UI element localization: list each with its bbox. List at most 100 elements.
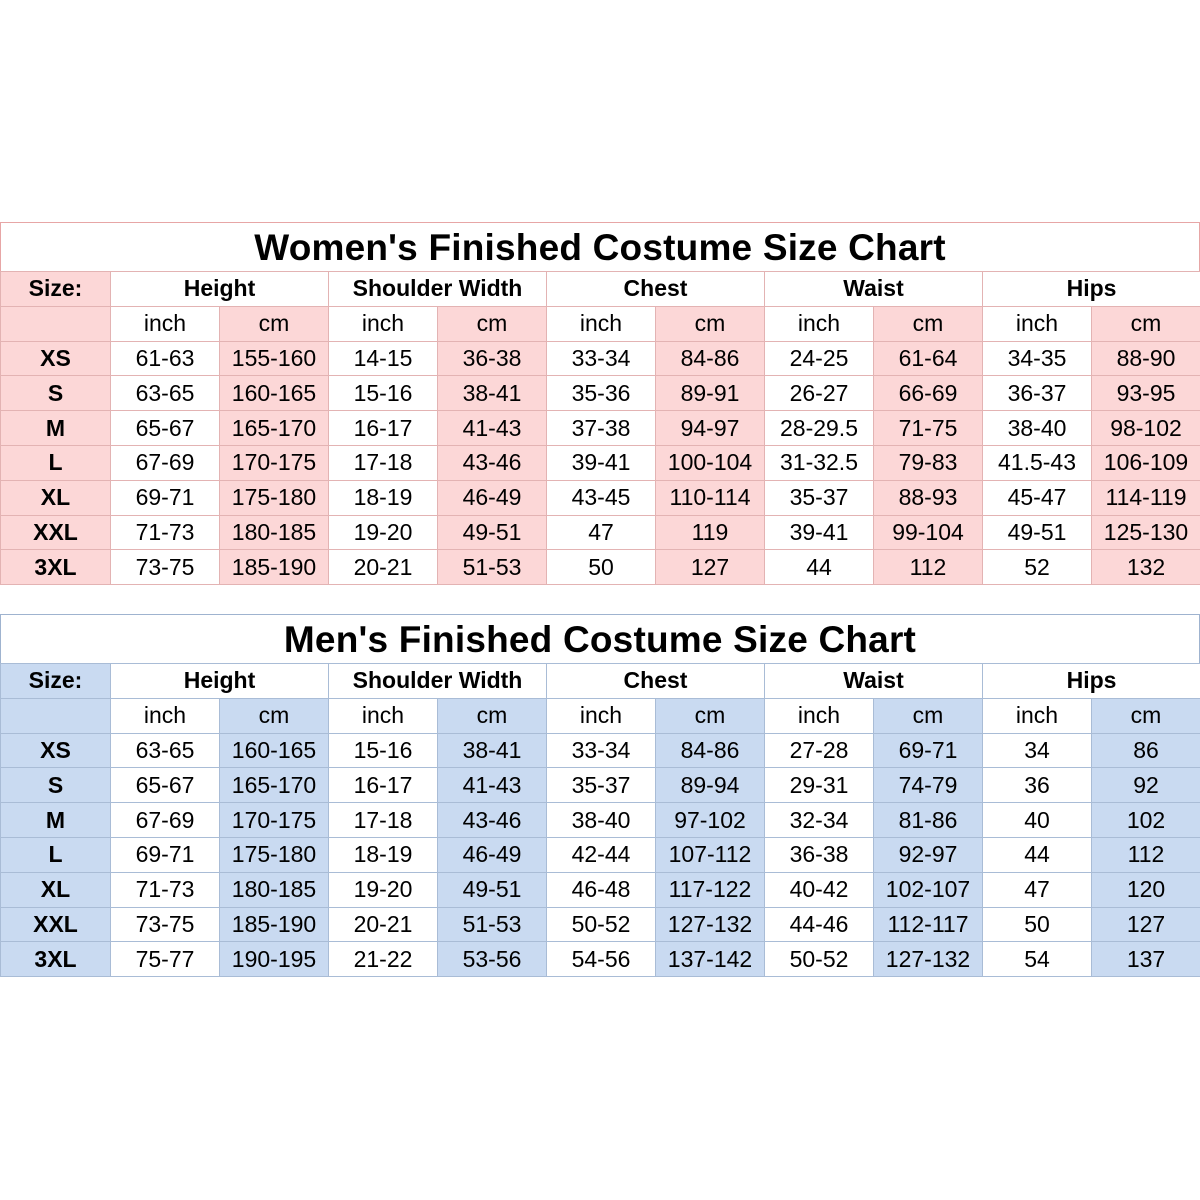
table-row: XL 71-73 180-185 19-20 49-51 46-48 117-122 40-4…: [0, 871, 1200, 908]
table-cell: 92: [1091, 767, 1200, 804]
chart-title: Women's Finished Costume Size Chart: [0, 222, 1200, 271]
unit-inch-header: inch: [546, 697, 656, 734]
table-cell: 84-86: [655, 732, 765, 769]
table-cell: 190-195: [219, 941, 329, 978]
table-cell: 137-142: [655, 941, 765, 978]
table-cell: 50: [546, 549, 656, 586]
men-size-chart: Men's Finished Costume Size Chart Size: H…: [0, 614, 1200, 978]
table-cell: 88-93: [873, 479, 983, 516]
table-cell: 36-38: [764, 836, 874, 873]
table-cell: 112: [1091, 836, 1200, 873]
table-row: M 67-69 170-175 17-18 43-46 38-40 97-102 32-34 8…: [0, 802, 1200, 838]
measurement-group-header: Height: [110, 663, 329, 699]
table-cell: 44-46: [764, 906, 874, 943]
table-cell: 45-47: [982, 479, 1092, 516]
table-row: 3XL 75-77 190-195 21-22 53-56 54-56 137-142 50-…: [0, 941, 1200, 978]
table-cell: 14-15: [328, 340, 438, 377]
table-cell: 106-109: [1091, 444, 1200, 481]
table-cell: 38-40: [982, 410, 1092, 446]
measurement-group-header: Hips: [982, 663, 1200, 699]
unit-cm-header: cm: [1091, 305, 1200, 342]
measurement-group-header: Shoulder Width: [328, 271, 547, 307]
size-label: XS: [0, 340, 111, 377]
table-cell: 165-170: [219, 410, 329, 446]
table-cell: 160-165: [219, 375, 329, 412]
unit-cm-header: cm: [219, 305, 329, 342]
table-cell: 73-75: [110, 549, 220, 586]
unit-inch-header: inch: [982, 697, 1092, 734]
table-cell: 88-90: [1091, 340, 1200, 377]
table-cell: 73-75: [110, 906, 220, 943]
table-cell: 20-21: [328, 549, 438, 586]
table-cell: 47: [982, 871, 1092, 908]
table-cell: 65-67: [110, 410, 220, 446]
unit-header-row: inch cm inch cm inch cm inch cm inch cm: [0, 305, 1200, 342]
table-cell: 67-69: [110, 802, 220, 838]
table-cell: 33-34: [546, 732, 656, 769]
table-cell: 94-97: [655, 410, 765, 446]
table-cell: 50: [982, 906, 1092, 943]
table-cell: 89-94: [655, 767, 765, 804]
measurement-group-header: Waist: [764, 271, 983, 307]
table-cell: 37-38: [546, 410, 656, 446]
table-cell: 92-97: [873, 836, 983, 873]
table-cell: 49-51: [437, 514, 547, 551]
table-cell: 71-73: [110, 514, 220, 551]
unit-inch-header: inch: [328, 305, 438, 342]
unit-inch-header: inch: [764, 305, 874, 342]
table-row: XL 69-71 175-180 18-19 46-49 43-45 110-114 35-3…: [0, 479, 1200, 516]
size-label: S: [0, 767, 111, 804]
unit-inch-header: inch: [110, 305, 220, 342]
size-header: Size:: [0, 271, 111, 307]
table-cell: 47: [546, 514, 656, 551]
table-cell: 32-34: [764, 802, 874, 838]
table-cell: 89-91: [655, 375, 765, 412]
table-cell: 44: [764, 549, 874, 586]
table-cell: 125-130: [1091, 514, 1200, 551]
unit-inch-header: inch: [764, 697, 874, 734]
table-cell: 51-53: [437, 906, 547, 943]
size-label: XL: [0, 871, 111, 908]
size-label: XXL: [0, 514, 111, 551]
table-cell: 43-46: [437, 802, 547, 838]
table-row: 3XL 73-75 185-190 20-21 51-53 50 127 44 112 52 132: [0, 549, 1200, 586]
size-label: 3XL: [0, 941, 111, 978]
table-cell: 155-160: [219, 340, 329, 377]
table-cell: 19-20: [328, 514, 438, 551]
table-cell: 99-104: [873, 514, 983, 551]
unit-cm-header: cm: [655, 305, 765, 342]
table-cell: 165-170: [219, 767, 329, 804]
table-cell: 53-56: [437, 941, 547, 978]
table-cell: 127: [1091, 906, 1200, 943]
table-cell: 44: [982, 836, 1092, 873]
table-cell: 41-43: [437, 410, 547, 446]
table-cell: 24-25: [764, 340, 874, 377]
table-cell: 49-51: [982, 514, 1092, 551]
size-header-blank: [0, 697, 111, 734]
chart-title: Men's Finished Costume Size Chart: [0, 614, 1200, 663]
unit-header-row: inch cm inch cm inch cm inch cm inch cm: [0, 697, 1200, 734]
table-cell: 67-69: [110, 444, 220, 481]
table-cell: 127-132: [655, 906, 765, 943]
table-row: S 63-65 160-165 15-16 38-41 35-36 89-91 26-27 66…: [0, 375, 1200, 412]
measurement-group-header: Chest: [546, 271, 765, 307]
table-cell: 52: [982, 549, 1092, 586]
table-cell: 39-41: [546, 444, 656, 481]
table-cell: 93-95: [1091, 375, 1200, 412]
table-cell: 18-19: [328, 836, 438, 873]
unit-cm-header: cm: [437, 697, 547, 734]
unit-cm-header: cm: [1091, 697, 1200, 734]
table-cell: 61-64: [873, 340, 983, 377]
table-cell: 46-48: [546, 871, 656, 908]
table-cell: 71-75: [873, 410, 983, 446]
measurement-group-header: Hips: [982, 271, 1200, 307]
table-cell: 35-37: [764, 479, 874, 516]
measurement-group-header: Shoulder Width: [328, 663, 547, 699]
group-header-row: Size: Height Shoulder Width Chest Waist Hips: [0, 271, 1200, 307]
table-cell: 127-132: [873, 941, 983, 978]
table-cell: 170-175: [219, 444, 329, 481]
table-cell: 15-16: [328, 375, 438, 412]
table-cell: 20-21: [328, 906, 438, 943]
measurement-group-header: Chest: [546, 663, 765, 699]
table-cell: 102: [1091, 802, 1200, 838]
